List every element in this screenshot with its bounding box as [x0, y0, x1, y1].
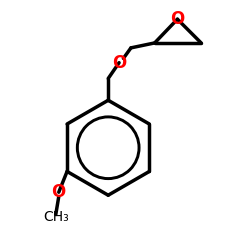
- Text: O: O: [112, 54, 126, 72]
- Text: CH₃: CH₃: [43, 210, 69, 224]
- Text: O: O: [170, 10, 184, 28]
- Text: O: O: [52, 183, 66, 201]
